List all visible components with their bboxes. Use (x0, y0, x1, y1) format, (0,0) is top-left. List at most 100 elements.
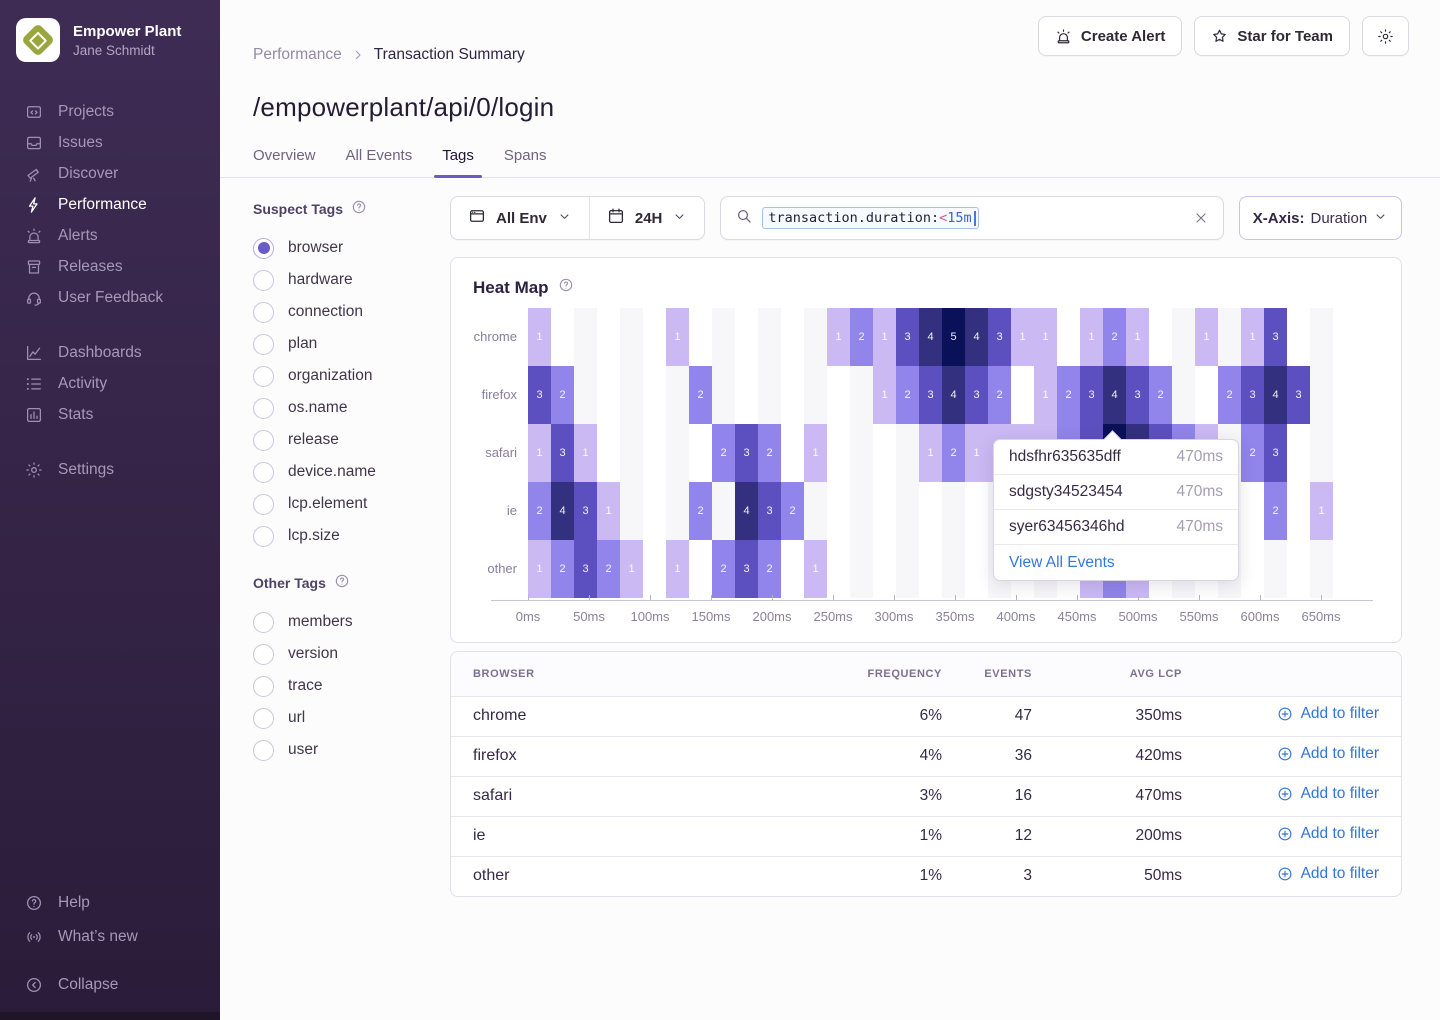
heatmap-cell[interactable]: 1 (574, 424, 597, 482)
heatmap-cell[interactable]: 1 (620, 540, 643, 598)
settings-button[interactable] (1362, 16, 1409, 56)
other-tag-version[interactable]: version (253, 638, 450, 670)
heatmap-cell[interactable]: 1 (1034, 366, 1057, 424)
suspect-tag-browser[interactable]: browser (253, 232, 450, 264)
heatmap-cell[interactable]: 3 (574, 482, 597, 540)
heatmap-cell[interactable]: 3 (919, 366, 942, 424)
add-to-filter-link[interactable]: Add to filter (1277, 785, 1379, 803)
heatmap-cell[interactable]: 2 (1218, 366, 1241, 424)
heatmap-cell[interactable]: 1 (965, 424, 988, 482)
heatmap-cell[interactable]: 4 (942, 366, 965, 424)
heatmap-cell[interactable]: 2 (758, 540, 781, 598)
heatmap-cell[interactable]: 4 (735, 482, 758, 540)
help-circle-icon[interactable] (334, 573, 350, 592)
star-for-team-button[interactable]: Star for Team (1194, 16, 1350, 56)
radio-button[interactable] (253, 525, 274, 547)
radio-button[interactable] (253, 397, 274, 419)
heatmap-cell[interactable]: 3 (1264, 424, 1287, 482)
heatmap-cell[interactable]: 3 (1080, 366, 1103, 424)
help-circle-icon[interactable] (558, 277, 574, 298)
heatmap-cell[interactable]: 2 (758, 424, 781, 482)
sidebar-item-settings[interactable]: Settings (0, 454, 220, 485)
add-to-filter-link[interactable]: Add to filter (1277, 865, 1379, 883)
sidebar-item-alerts[interactable]: Alerts (0, 220, 220, 251)
heatmap-cell[interactable]: 3 (1126, 366, 1149, 424)
heatmap-cell[interactable]: 1 (1195, 308, 1218, 366)
heatmap-cell[interactable]: 2 (551, 366, 574, 424)
suspect-tag-device-name[interactable]: device.name (253, 456, 450, 488)
heatmap-cell[interactable]: 1 (827, 308, 850, 366)
sidebar-item-collapse[interactable]: Collapse (0, 968, 220, 1002)
heatmap-cell[interactable]: 5 (942, 308, 965, 366)
radio-button[interactable] (253, 301, 274, 323)
radio-button[interactable] (253, 429, 274, 451)
heatmap-cell[interactable]: 4 (1264, 366, 1287, 424)
heatmap-cell[interactable]: 2 (896, 366, 919, 424)
heatmap-cell[interactable]: 2 (942, 424, 965, 482)
heatmap-cell[interactable]: 3 (1241, 366, 1264, 424)
sidebar-item-stats[interactable]: Stats (0, 399, 220, 430)
heatmap-cell[interactable]: 1 (528, 424, 551, 482)
add-to-filter-link[interactable]: Add to filter (1277, 705, 1379, 723)
heatmap-cell[interactable]: 2 (689, 482, 712, 540)
other-tag-url[interactable]: url (253, 702, 450, 734)
heatmap-cell[interactable]: 1 (919, 424, 942, 482)
date-range-selector[interactable]: 24H (590, 197, 705, 239)
heatmap-cell[interactable]: 3 (758, 482, 781, 540)
suspect-tag-connection[interactable]: connection (253, 296, 450, 328)
radio-button[interactable] (253, 611, 274, 633)
heatmap-cell[interactable]: 3 (1264, 308, 1287, 366)
heatmap-cell[interactable]: 3 (965, 366, 988, 424)
radio-button[interactable] (253, 493, 274, 515)
heatmap-cell[interactable]: 3 (735, 540, 758, 598)
breadcrumb-performance[interactable]: Performance (253, 46, 342, 63)
heatmap-cell[interactable]: 1 (1126, 308, 1149, 366)
heatmap-cell[interactable]: 2 (1057, 366, 1080, 424)
heatmap-cell[interactable]: 1 (666, 540, 689, 598)
heatmap-cell[interactable]: 1 (666, 308, 689, 366)
heatmap-cell[interactable]: 3 (528, 366, 551, 424)
heatmap-cell[interactable]: 1 (528, 540, 551, 598)
heatmap-cell[interactable]: 2 (781, 482, 804, 540)
suspect-tag-lcp-element[interactable]: lcp.element (253, 488, 450, 520)
tooltip-event-row[interactable]: sdgsty34523454 470ms (994, 475, 1238, 510)
heatmap-cell[interactable]: 3 (735, 424, 758, 482)
heatmap-cell[interactable]: 2 (988, 366, 1011, 424)
suspect-tag-hardware[interactable]: hardware (253, 264, 450, 296)
radio-button[interactable] (253, 237, 274, 259)
radio-button[interactable] (253, 739, 274, 761)
search-input[interactable]: transaction.duration: <15m (720, 196, 1224, 240)
suspect-tag-plan[interactable]: plan (253, 328, 450, 360)
radio-button[interactable] (253, 333, 274, 355)
heatmap-cell[interactable]: 3 (988, 308, 1011, 366)
tooltip-event-row[interactable]: syer63456346hd 470ms (994, 510, 1238, 545)
sidebar-item-whats-new[interactable]: What’s new (0, 920, 220, 954)
heatmap-cell[interactable]: 3 (574, 540, 597, 598)
heatmap-cell[interactable]: 4 (551, 482, 574, 540)
close-icon[interactable] (1193, 210, 1209, 226)
tab-spans[interactable]: Spans (503, 147, 547, 164)
heatmap-cell[interactable]: 3 (896, 308, 919, 366)
heatmap-cell[interactable]: 1 (1241, 308, 1264, 366)
heatmap-cell[interactable]: 2 (1103, 308, 1126, 366)
other-tag-members[interactable]: members (253, 606, 450, 638)
heatmap-cell[interactable]: 2 (850, 308, 873, 366)
radio-button[interactable] (253, 269, 274, 291)
help-circle-icon[interactable] (351, 199, 367, 218)
heatmap-cell[interactable]: 1 (1310, 482, 1333, 540)
view-all-events-link[interactable]: View All Events (1009, 553, 1115, 571)
tab-all-events[interactable]: All Events (345, 147, 413, 164)
heatmap-cell[interactable]: 1 (804, 424, 827, 482)
sidebar-item-issues[interactable]: Issues (0, 127, 220, 158)
other-tag-user[interactable]: user (253, 734, 450, 766)
heatmap-cell[interactable]: 2 (597, 540, 620, 598)
tab-overview[interactable]: Overview (253, 147, 316, 164)
heatmap-cell[interactable]: 3 (551, 424, 574, 482)
suspect-tag-organization[interactable]: organization (253, 360, 450, 392)
radio-button[interactable] (253, 643, 274, 665)
heatmap-cell[interactable]: 2 (1241, 424, 1264, 482)
radio-button[interactable] (253, 707, 274, 729)
sidebar-item-help[interactable]: Help (0, 886, 220, 920)
add-to-filter-link[interactable]: Add to filter (1277, 745, 1379, 763)
radio-button[interactable] (253, 461, 274, 483)
